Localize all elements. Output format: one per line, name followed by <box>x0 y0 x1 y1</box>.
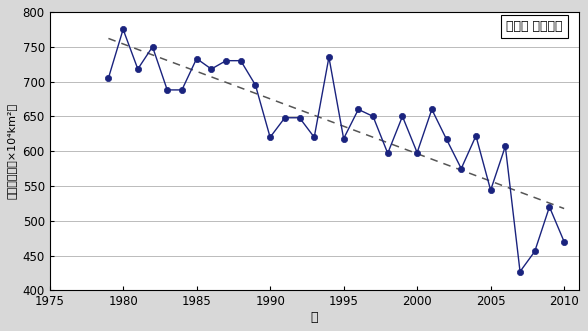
X-axis label: 年: 年 <box>310 311 318 324</box>
Text: 北極域 年最小値: 北極域 年最小値 <box>506 20 563 33</box>
Y-axis label: 海氷域面積（×10⁴km²）: 海氷域面積（×10⁴km²） <box>7 103 17 199</box>
